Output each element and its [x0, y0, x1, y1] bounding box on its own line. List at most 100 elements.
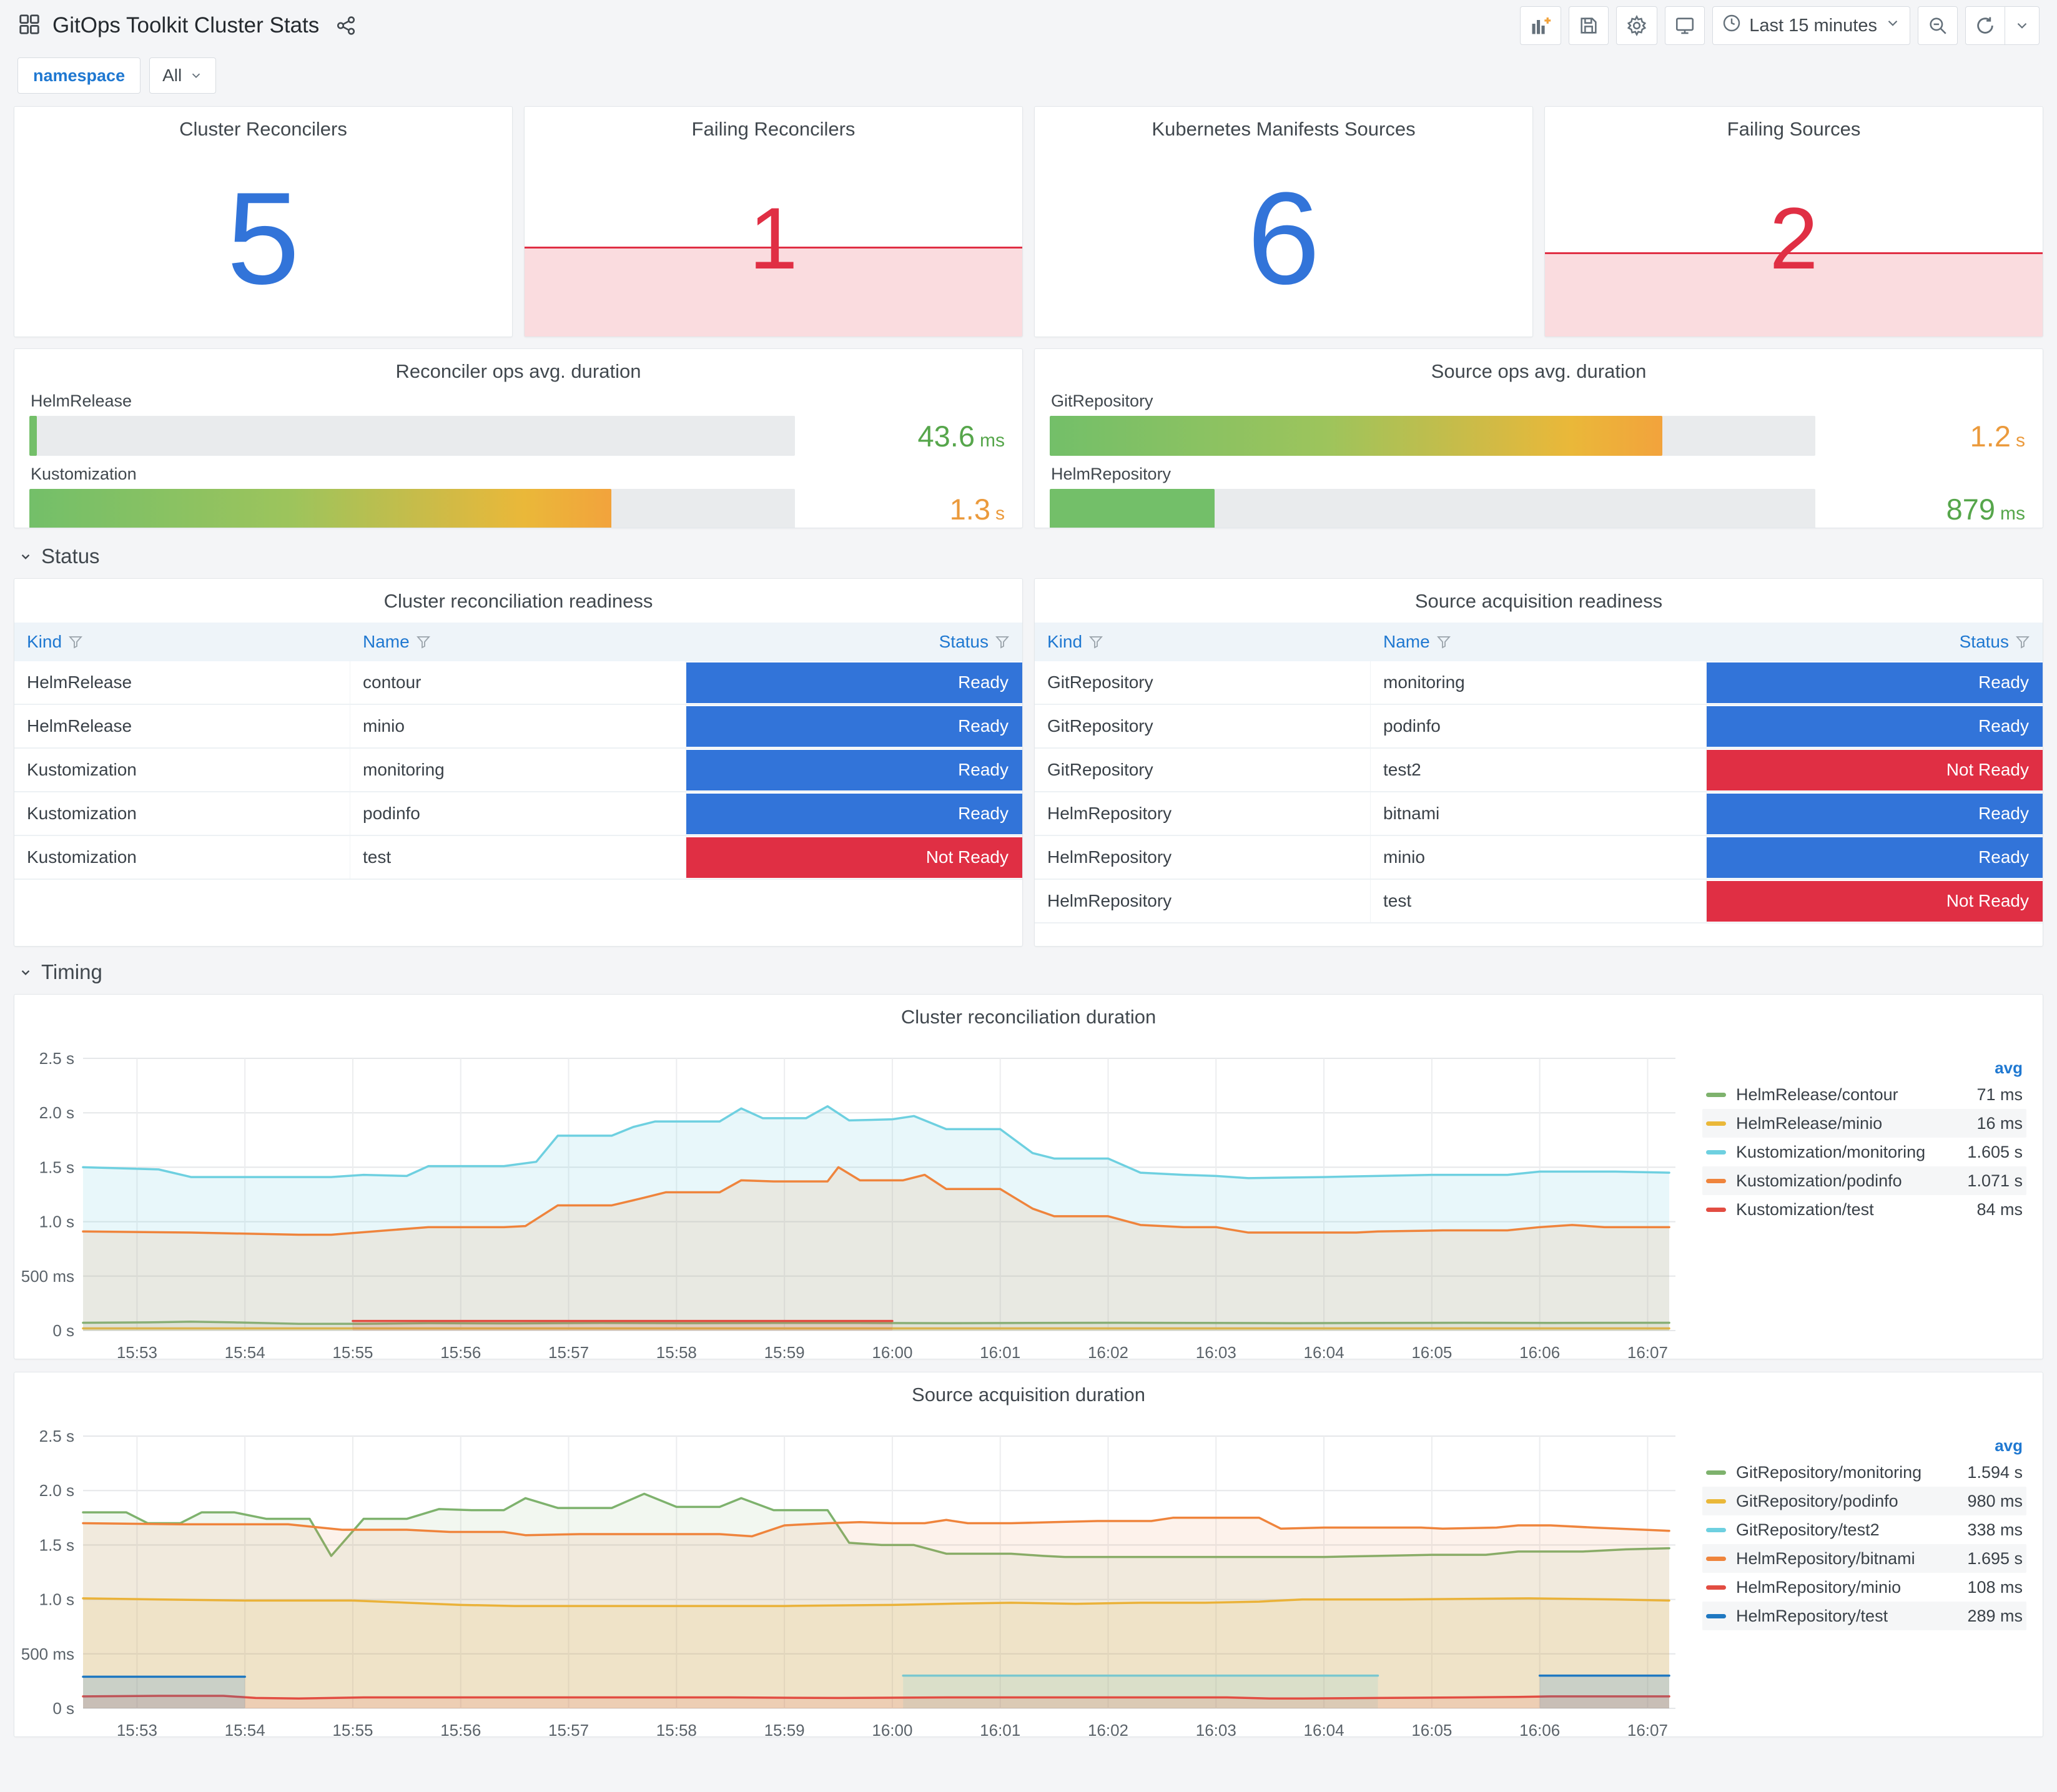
legend-item[interactable]: GitRepository/test2 338 ms — [1702, 1515, 2026, 1544]
gauge-panel-title[interactable]: Source ops avg. duration — [1431, 360, 1647, 382]
svg-text:15:58: 15:58 — [656, 1721, 697, 1737]
chart-legend: avg GitRepository/monitoring 1.594 s GitRep… — [1702, 1406, 2043, 1736]
cell-kind: Kustomization — [14, 836, 350, 879]
table-row: HelmRepository test Not Ready — [1035, 880, 2043, 923]
stat-panel-title[interactable]: Failing Sources — [1727, 118, 1861, 140]
column-header-kind[interactable]: Kind — [1035, 632, 1371, 652]
chart-panel-title[interactable]: Cluster reconciliation duration — [900, 1006, 1157, 1028]
filter-funnel-icon[interactable] — [2015, 634, 2030, 649]
legend-series-avg: 289 ms — [1967, 1606, 2023, 1625]
chart-legend: avg HelmRelease/contour 71 ms HelmRelease/m… — [1702, 1028, 2043, 1359]
svg-text:2.5 s: 2.5 s — [39, 1429, 74, 1445]
status-badge: Ready — [1707, 793, 2043, 834]
filter-funnel-icon[interactable] — [1088, 634, 1103, 649]
legend-avg-header[interactable]: avg — [1995, 1436, 2023, 1455]
svg-text:15:56: 15:56 — [440, 1721, 481, 1737]
svg-text:16:01: 16:01 — [980, 1721, 1020, 1737]
gauge-value: 43.6 ms — [795, 419, 1007, 453]
svg-text:16:01: 16:01 — [980, 1343, 1020, 1359]
filter-funnel-icon[interactable] — [416, 634, 431, 649]
column-header-name[interactable]: Name — [1371, 632, 1707, 652]
svg-text:1.0 s: 1.0 s — [39, 1590, 74, 1609]
column-header-status[interactable]: Status — [1707, 632, 2043, 652]
tv-mode-button[interactable] — [1665, 6, 1705, 45]
cell-status: Ready — [686, 792, 1022, 835]
stat-panels-row: Cluster Reconcilers 5 Failing Reconcilers 1… — [14, 106, 2043, 337]
cell-name: minio — [350, 705, 686, 747]
section-header-status[interactable]: Status — [17, 544, 2040, 568]
legend-series-avg: 16 ms — [1976, 1113, 2023, 1133]
filter-funnel-icon[interactable] — [1436, 634, 1451, 649]
filter-funnel-icon[interactable] — [995, 634, 1010, 649]
gauge-value-number: 1.3 — [949, 492, 990, 526]
section-title: Status — [41, 544, 100, 568]
legend-series-avg: 84 ms — [1976, 1199, 2023, 1219]
gauge-fill — [1050, 489, 1215, 528]
legend-item[interactable]: HelmRelease/minio 16 ms — [1702, 1109, 2026, 1138]
legend-item[interactable]: Kustomization/test 84 ms — [1702, 1195, 2026, 1224]
zoom-out-button[interactable] — [1918, 6, 1958, 45]
legend-series-dash-icon — [1706, 1556, 1726, 1561]
legend-item[interactable]: Kustomization/monitoring 1.605 s — [1702, 1138, 2026, 1166]
legend-item[interactable]: HelmRelease/contour 71 ms — [1702, 1080, 2026, 1109]
svg-text:15:54: 15:54 — [225, 1343, 265, 1359]
svg-text:1.0 s: 1.0 s — [39, 1213, 74, 1231]
gauge-value-number: 879 — [1946, 492, 1995, 526]
gauge-track — [1050, 416, 1815, 456]
refresh-interval-dropdown[interactable] — [2005, 7, 2039, 44]
gauge-row: Kustomization 1.3 s — [29, 465, 1007, 528]
table-row: HelmRepository minio Ready — [1035, 836, 2043, 880]
filter-funnel-icon[interactable] — [68, 634, 83, 649]
cell-kind: HelmRepository — [1035, 792, 1371, 835]
time-range-picker[interactable]: Last 15 minutes — [1712, 6, 1910, 45]
cell-kind: Kustomization — [14, 749, 350, 791]
legend-avg-header[interactable]: avg — [1995, 1058, 2023, 1077]
chart-panel-title[interactable]: Source acquisition duration — [912, 1384, 1145, 1406]
dashboard-grid-icon[interactable] — [17, 12, 41, 39]
stat-panel-title[interactable]: Kubernetes Manifests Sources — [1152, 118, 1416, 140]
svg-text:16:03: 16:03 — [1196, 1721, 1236, 1737]
legend-item[interactable]: GitRepository/podinfo 980 ms — [1702, 1487, 2026, 1515]
stat-panel-title[interactable]: Failing Reconcilers — [691, 118, 856, 140]
gauge-track — [29, 416, 795, 456]
status-badge: Ready — [686, 662, 1022, 703]
page-title: GitOps Toolkit Cluster Stats — [52, 13, 320, 37]
namespace-variable-label: namespace — [17, 57, 141, 94]
gauge-panel-title[interactable]: Reconciler ops avg. duration — [395, 360, 641, 382]
table-panel-title[interactable]: Cluster reconciliation readiness — [383, 590, 653, 612]
stat-alert-sparkline — [525, 246, 1022, 337]
legend-item[interactable]: HelmRepository/minio 108 ms — [1702, 1573, 2026, 1602]
cell-name: podinfo — [1371, 705, 1707, 747]
svg-text:15:53: 15:53 — [117, 1721, 157, 1737]
cell-status: Not Ready — [686, 836, 1022, 879]
column-header-status[interactable]: Status — [686, 632, 1022, 652]
legend-item[interactable]: HelmRepository/bitnami 1.695 s — [1702, 1544, 2026, 1573]
column-header-kind[interactable]: Kind — [14, 632, 350, 652]
status-badge: Ready — [686, 793, 1022, 834]
legend-series-name: HelmRelease/contour — [1736, 1085, 1898, 1104]
save-dashboard-button[interactable] — [1569, 6, 1609, 45]
share-icon[interactable] — [335, 15, 357, 36]
gauge-track — [1050, 489, 1815, 528]
cell-status: Ready — [1707, 836, 2043, 879]
svg-text:500 ms: 500 ms — [21, 1645, 74, 1663]
dashboard-settings-button[interactable] — [1616, 6, 1658, 45]
bar-gauge-panel: Source ops avg. duration GitRepository 1.2… — [1034, 348, 2043, 528]
namespace-variable-select[interactable]: All — [149, 57, 217, 94]
gauge-value: 879 ms — [1815, 492, 2028, 526]
legend-item[interactable]: HelmRepository/test 289 ms — [1702, 1602, 2026, 1630]
legend-item[interactable]: Kustomization/podinfo 1.071 s — [1702, 1166, 2026, 1195]
refresh-button[interactable] — [1966, 7, 2005, 44]
svg-text:16:07: 16:07 — [1627, 1721, 1668, 1737]
table-row: GitRepository monitoring Ready — [1035, 661, 2043, 705]
legend-item[interactable]: GitRepository/monitoring 1.594 s — [1702, 1458, 2026, 1487]
add-panel-button[interactable] — [1520, 6, 1562, 45]
section-header-timing[interactable]: Timing — [17, 960, 2040, 984]
stat-panel: Kubernetes Manifests Sources 6 — [1034, 106, 1533, 337]
column-header-name[interactable]: Name — [350, 632, 686, 652]
stat-panel-title[interactable]: Cluster Reconcilers — [179, 118, 347, 140]
gauge-value: 1.3 s — [795, 492, 1007, 526]
cell-status: Ready — [1707, 792, 2043, 835]
table-panel-title[interactable]: Source acquisition readiness — [1414, 590, 1663, 612]
time-series-plot: 0 s 500 ms 1.0 s 1.5 s 2.0 s 2.5 s 15:53 15:54 1… — [21, 1051, 1675, 1359]
